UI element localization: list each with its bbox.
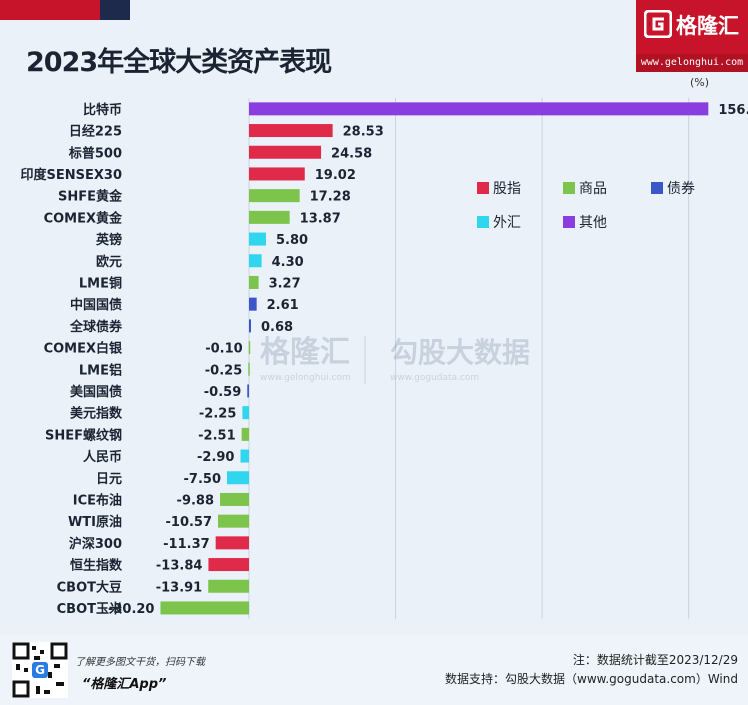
- category-label: 中国国债: [70, 297, 122, 313]
- category-label: 沪深300: [69, 536, 122, 552]
- bar: [208, 558, 249, 572]
- bar: [249, 210, 290, 224]
- legend-label: 其他: [579, 215, 607, 231]
- category-label: ICE布油: [73, 492, 122, 508]
- data-label: 19.02: [315, 168, 356, 183]
- bar: [220, 492, 249, 506]
- data-label: -0.59: [204, 385, 241, 400]
- data-label: 24.58: [331, 146, 372, 161]
- category-label: 欧元: [96, 254, 122, 270]
- category-label: 英镑: [95, 232, 122, 248]
- footer-date-note: 注：数据统计截至2023/12/29: [572, 653, 738, 667]
- category-label: 美元指数: [70, 406, 123, 422]
- footer-promo-text: 了解更多图文干货，扫码下载: [75, 657, 205, 668]
- legend-label: 股指: [493, 181, 521, 197]
- category-label: WTI原油: [68, 514, 122, 530]
- bar: [249, 167, 305, 181]
- bar: [249, 145, 322, 159]
- bar: [249, 275, 259, 289]
- data-label: 4.30: [272, 255, 304, 270]
- bar: [249, 297, 257, 311]
- bar: [249, 124, 333, 138]
- legend-label: 债券: [667, 181, 695, 197]
- unit-label: (%): [690, 76, 710, 89]
- data-label: -0.10: [205, 342, 242, 357]
- legend-label: 外汇: [493, 215, 521, 231]
- category-label: SHEF螺纹钢: [45, 427, 122, 443]
- bar: [241, 427, 249, 441]
- legend-swatch: [563, 216, 575, 228]
- category-label: 人民币: [83, 449, 122, 465]
- data-label: 2.61: [267, 298, 299, 313]
- data-label: -2.90: [197, 450, 234, 465]
- category-label: 美国国债: [70, 384, 122, 400]
- footer-app-name: “格隆汇App”: [82, 677, 167, 692]
- category-label: 比特币: [83, 102, 122, 118]
- category-label: 印度SENSEX30: [21, 167, 122, 183]
- bar: [247, 384, 249, 398]
- bar: [248, 341, 251, 355]
- data-label: -13.84: [156, 559, 203, 574]
- bar: [227, 471, 249, 485]
- top-accent-red: [0, 0, 100, 20]
- bar: [249, 254, 262, 268]
- data-label: 3.27: [269, 276, 301, 291]
- data-label: -2.25: [199, 407, 236, 422]
- category-label: LME铝: [79, 362, 122, 378]
- footer: [0, 635, 748, 705]
- category-label: 日经225: [69, 124, 122, 140]
- bar: [215, 536, 249, 550]
- category-label: 全球债券: [69, 319, 123, 335]
- data-label: -7.50: [184, 472, 221, 487]
- data-label: -13.91: [156, 580, 203, 595]
- data-label: 13.87: [300, 211, 341, 226]
- bar: [249, 319, 251, 333]
- category-label: COMEX白银: [44, 341, 123, 357]
- bar: [249, 189, 300, 203]
- bar: [218, 514, 249, 528]
- legend-swatch: [651, 182, 663, 194]
- data-label: -0.25: [205, 363, 242, 378]
- qr-code[interactable]: G: [12, 642, 68, 698]
- brand-url: www.gelonghui.com: [636, 54, 748, 72]
- data-label: 17.28: [310, 190, 351, 205]
- brand-logo-text: 格隆汇: [676, 14, 739, 38]
- category-label: CBOT玉米: [57, 601, 123, 617]
- category-label: CBOT大豆: [57, 579, 122, 595]
- qr-code-icon: G: [12, 642, 68, 698]
- data-label: -9.88: [177, 493, 214, 508]
- data-label: 156.70: [718, 103, 748, 118]
- bar: [249, 102, 709, 116]
- category-label: 标普500: [68, 145, 122, 161]
- data-label: -11.37: [163, 537, 210, 552]
- data-label: -30.20: [108, 602, 155, 617]
- category-label: COMEX黄金: [44, 210, 123, 226]
- bar: [208, 579, 249, 593]
- footer-source-note: 数据支持：勾股大数据（www.gogudata.com）Wind: [445, 672, 738, 686]
- legend-swatch: [563, 182, 575, 194]
- category-label: 日元: [96, 472, 122, 487]
- category-label: LME铜: [79, 275, 122, 291]
- legend-swatch: [477, 182, 489, 194]
- bar: [160, 601, 249, 615]
- bar: [242, 406, 249, 420]
- chart-title: 2023年全球大类资产表现: [26, 47, 332, 78]
- data-label: 5.80: [276, 233, 308, 248]
- data-label: -10.57: [166, 515, 213, 530]
- bar: [249, 232, 267, 246]
- svg-text:G: G: [35, 663, 45, 677]
- data-label: 28.53: [343, 125, 384, 140]
- legend-label: 商品: [579, 181, 607, 197]
- bar: [240, 449, 249, 463]
- legend-swatch: [477, 216, 489, 228]
- bar: [248, 362, 250, 376]
- brand-logo-icon: [644, 10, 672, 38]
- bar-chart: 比特币 156.70 日经225 28.53 标普500 24.58 印度SENSEX30 1…: [21, 98, 748, 619]
- top-accent-navy: [100, 0, 130, 20]
- category-label: 恒生指数: [70, 558, 123, 574]
- data-label: 0.68: [261, 320, 293, 335]
- category-label: SHFE黄金: [58, 189, 123, 205]
- data-label: -2.51: [198, 428, 235, 443]
